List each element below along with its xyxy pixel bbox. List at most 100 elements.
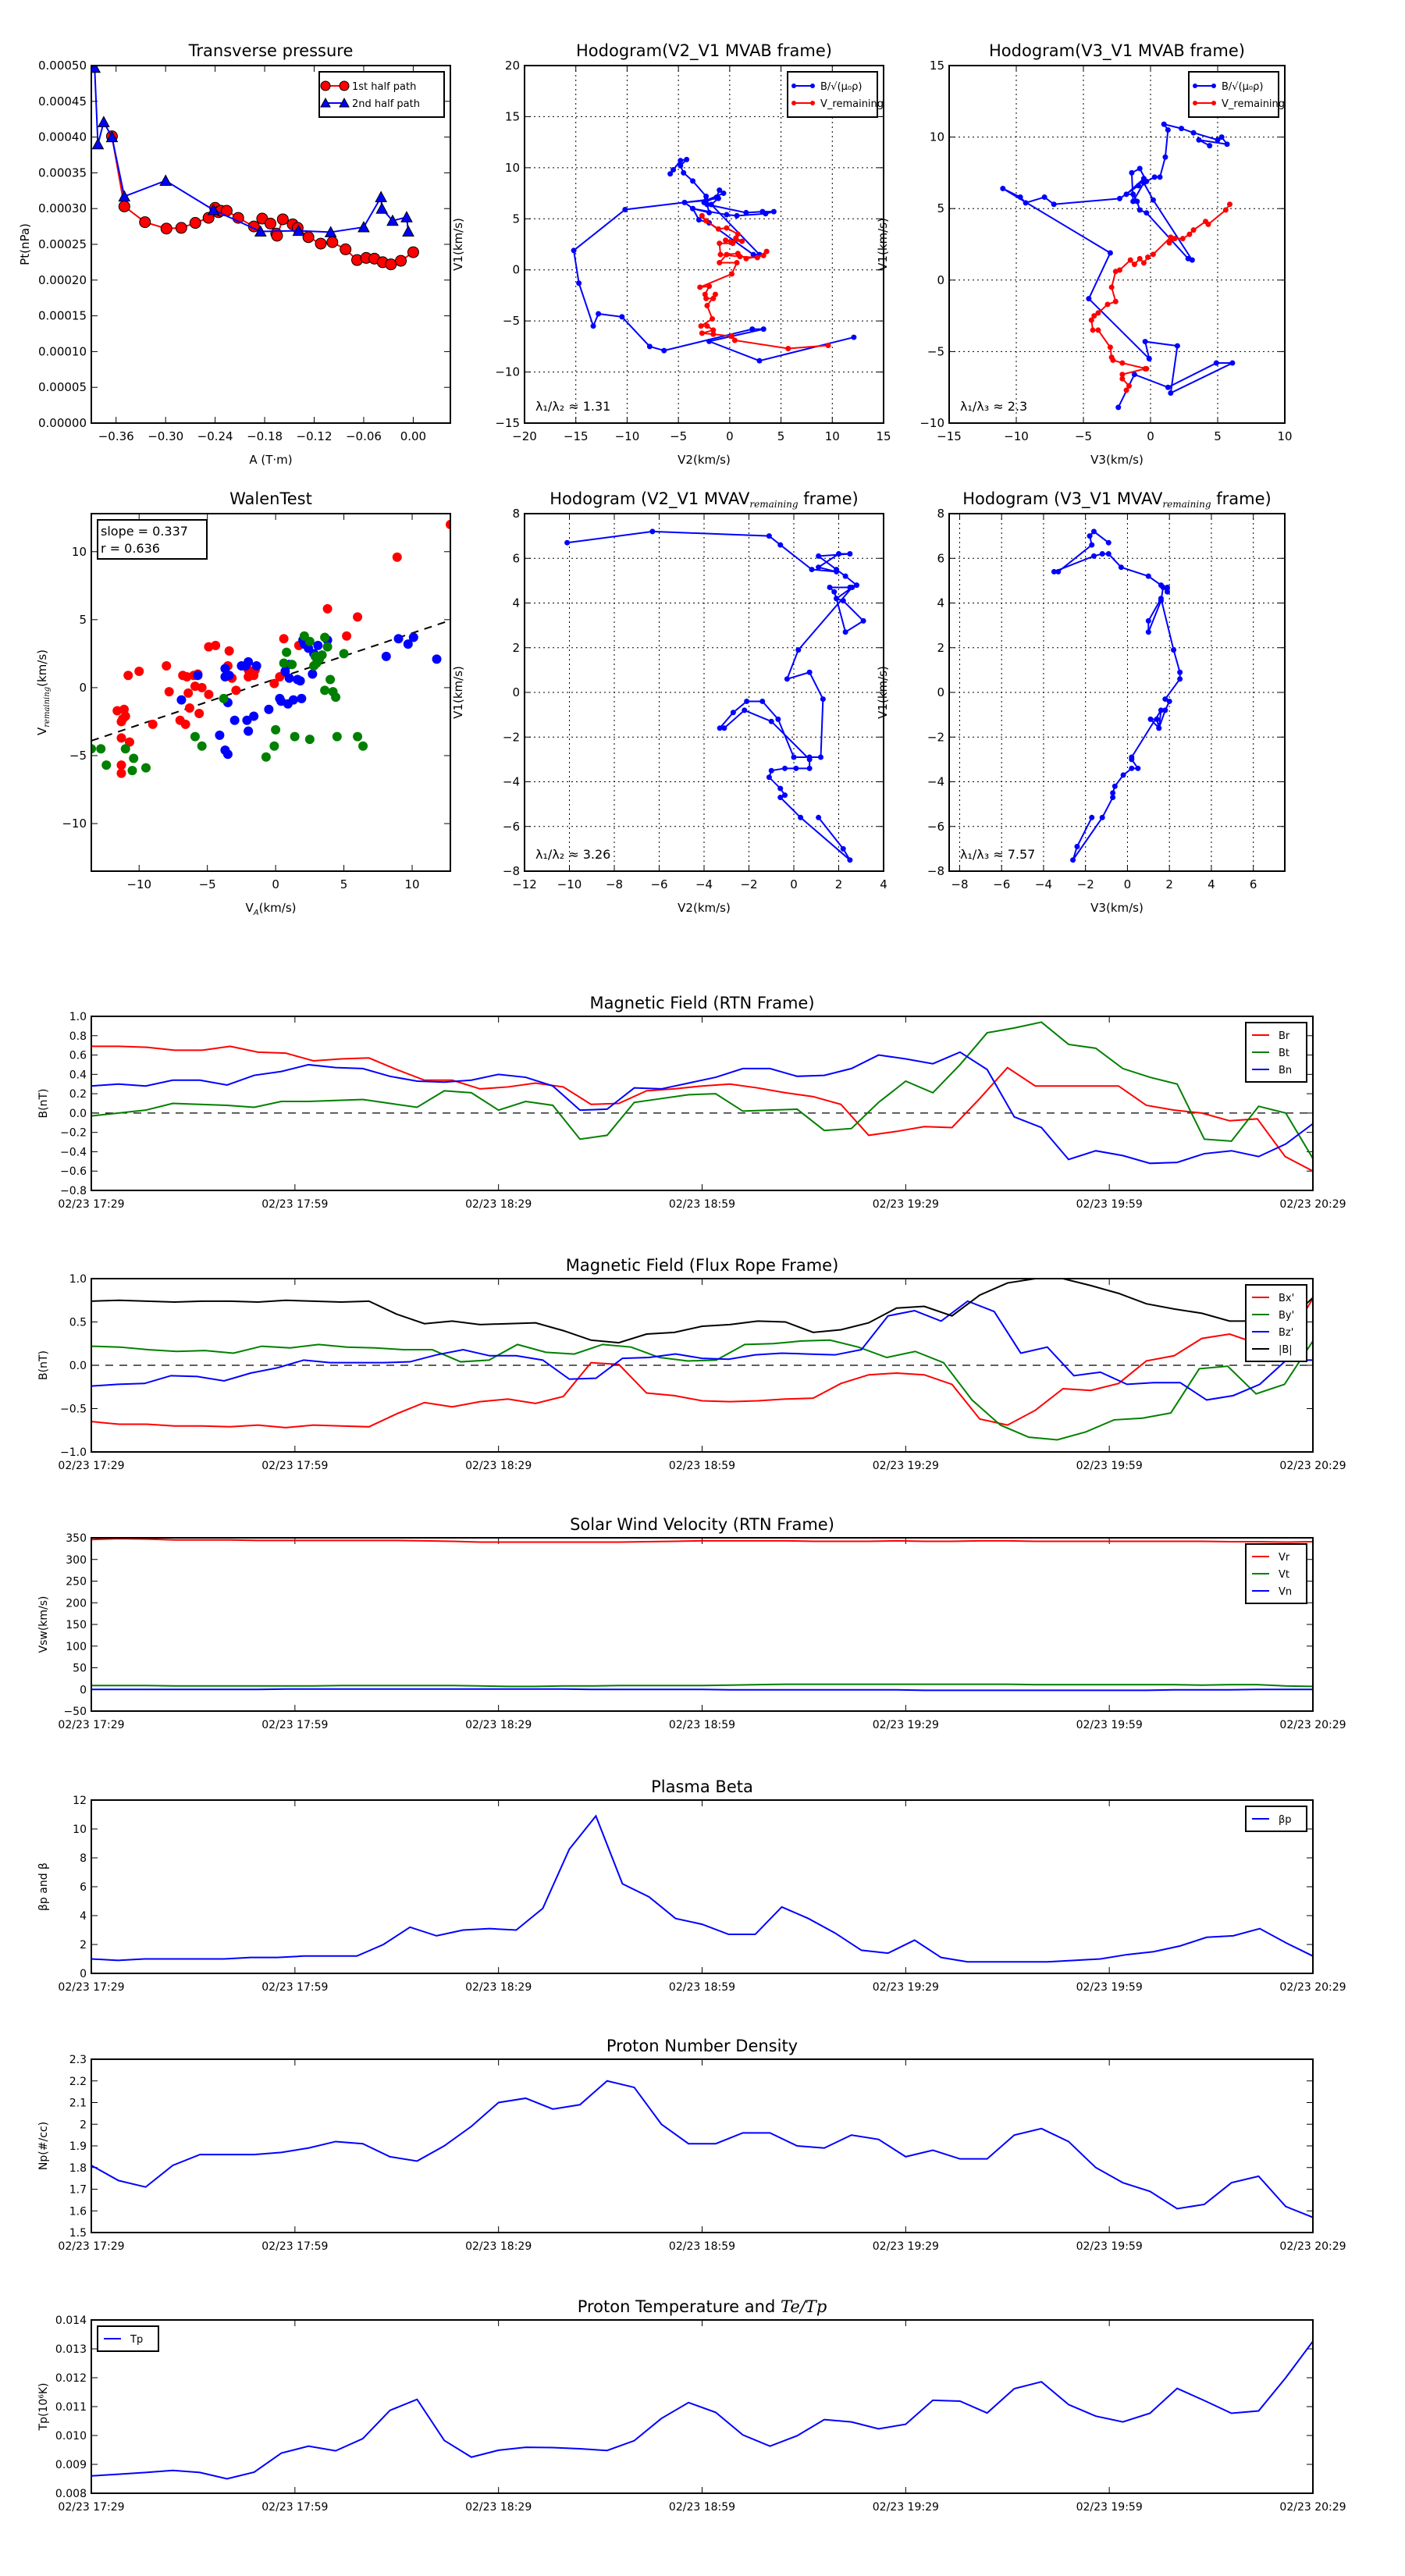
legend-marker: [791, 101, 796, 105]
x-tick-label: −10: [557, 877, 582, 891]
data-point: [116, 768, 126, 778]
x-tick-label: 0: [726, 429, 734, 443]
data-point: [818, 754, 823, 760]
data-point: [1130, 191, 1136, 197]
data-point: [730, 240, 736, 247]
data-point: [678, 158, 684, 164]
y-axis-label: Vremaining(km/s): [35, 649, 52, 735]
y-tick-label: −10: [62, 817, 87, 831]
data-point: [703, 193, 710, 199]
data-point: [1091, 313, 1097, 319]
y-tick-label: −5: [69, 749, 87, 763]
x-tick-label: 02/23 17:29: [58, 1460, 124, 1472]
plot-frame: [91, 1016, 1314, 1191]
data-point: [710, 316, 716, 322]
data-point: [777, 542, 784, 548]
data-point: [211, 640, 221, 650]
y-tick-label: 0.00020: [38, 273, 87, 287]
data-point: [1145, 629, 1151, 635]
data-point: [1126, 382, 1132, 389]
x-tick-label: −0.24: [197, 429, 233, 443]
data-point: [842, 573, 848, 579]
data-point: [282, 647, 292, 657]
data-point: [847, 857, 853, 863]
data-point: [159, 174, 173, 186]
legend-marker: [1193, 84, 1197, 88]
y-tick-label: 0.5: [69, 1317, 87, 1329]
stats-text: slope = 0.337: [101, 524, 188, 539]
x-tick-label: −10: [126, 877, 151, 891]
data-point: [1023, 200, 1029, 206]
x-tick-label: 0: [790, 877, 798, 891]
chart-title: Hodogram (V3_V1 MVAVremaining frame): [962, 489, 1271, 510]
x-tick-label: −20: [512, 429, 537, 443]
data-point: [750, 251, 756, 258]
data-point: [1112, 298, 1119, 304]
x-tick-label: 02/23 19:29: [873, 1460, 939, 1472]
data-point: [1226, 201, 1232, 208]
data-point: [353, 731, 363, 742]
eigenvalue-ratio: λ₁/λ₃ ≈ 7.57: [960, 847, 1035, 862]
y-tick-label: 0.2: [69, 1088, 87, 1101]
data-point: [1140, 180, 1147, 186]
data-point: [288, 695, 298, 705]
legend-marker: [791, 84, 796, 88]
data-point: [1131, 262, 1137, 268]
data-point: [1162, 154, 1168, 160]
data-point: [717, 187, 723, 194]
data-point: [704, 323, 710, 329]
y-tick-label: 0.010: [55, 2430, 87, 2443]
x-tick-label: 10: [404, 877, 419, 891]
data-point: [1017, 194, 1023, 201]
y-tick-label: 4: [512, 596, 520, 610]
data-point: [649, 528, 656, 535]
data-point: [703, 218, 710, 224]
legend-label: V_remaining: [820, 98, 884, 110]
data-point: [836, 551, 841, 557]
plot-area: [91, 1021, 1313, 1172]
data-point: [320, 632, 330, 642]
legend-marker: [320, 80, 331, 91]
data-point: [564, 539, 571, 546]
x-tick-label: 02/23 20:29: [1279, 1719, 1346, 1731]
data-point: [795, 647, 802, 653]
plot-frame: [91, 1278, 1314, 1453]
data-point: [315, 237, 327, 250]
data-point: [1168, 390, 1174, 397]
data-point: [139, 216, 151, 229]
x-tick-label: −5: [1075, 429, 1092, 443]
y-tick-label: 0.014: [55, 2314, 87, 2327]
data-point: [1123, 191, 1129, 197]
data-point: [1090, 327, 1096, 333]
data-point: [724, 225, 730, 231]
data-point: [766, 774, 772, 781]
data-point: [98, 116, 110, 127]
plot-area: [91, 1538, 1313, 1692]
x-axis-label: V3(km/s): [1090, 901, 1144, 915]
data-point: [140, 763, 151, 773]
data-point: [1134, 198, 1140, 205]
data-point: [1107, 250, 1113, 256]
y-tick-label: 10: [73, 1823, 87, 1836]
data-point: [1171, 647, 1177, 653]
y-tick-label: 0.00015: [38, 309, 87, 323]
data-point: [284, 673, 294, 683]
data-point: [1147, 716, 1154, 722]
data-point: [1112, 783, 1118, 789]
data-point: [271, 724, 281, 735]
x-tick-label: −4: [1035, 877, 1052, 891]
data-point: [101, 760, 112, 770]
data-point: [715, 226, 721, 232]
data-point: [403, 639, 413, 649]
data-point: [728, 271, 735, 277]
chart-title: WalenTest: [229, 489, 312, 508]
data-point: [1089, 542, 1095, 548]
data-point: [734, 212, 740, 219]
data-point: [1158, 707, 1164, 713]
data-point: [279, 634, 289, 644]
plot-frame: [91, 2319, 1314, 2494]
data-point: [1150, 251, 1156, 258]
x-tick-label: 02/23 17:29: [58, 1981, 124, 1994]
y-tick-label: 6: [937, 551, 944, 565]
data-point: [189, 217, 201, 229]
